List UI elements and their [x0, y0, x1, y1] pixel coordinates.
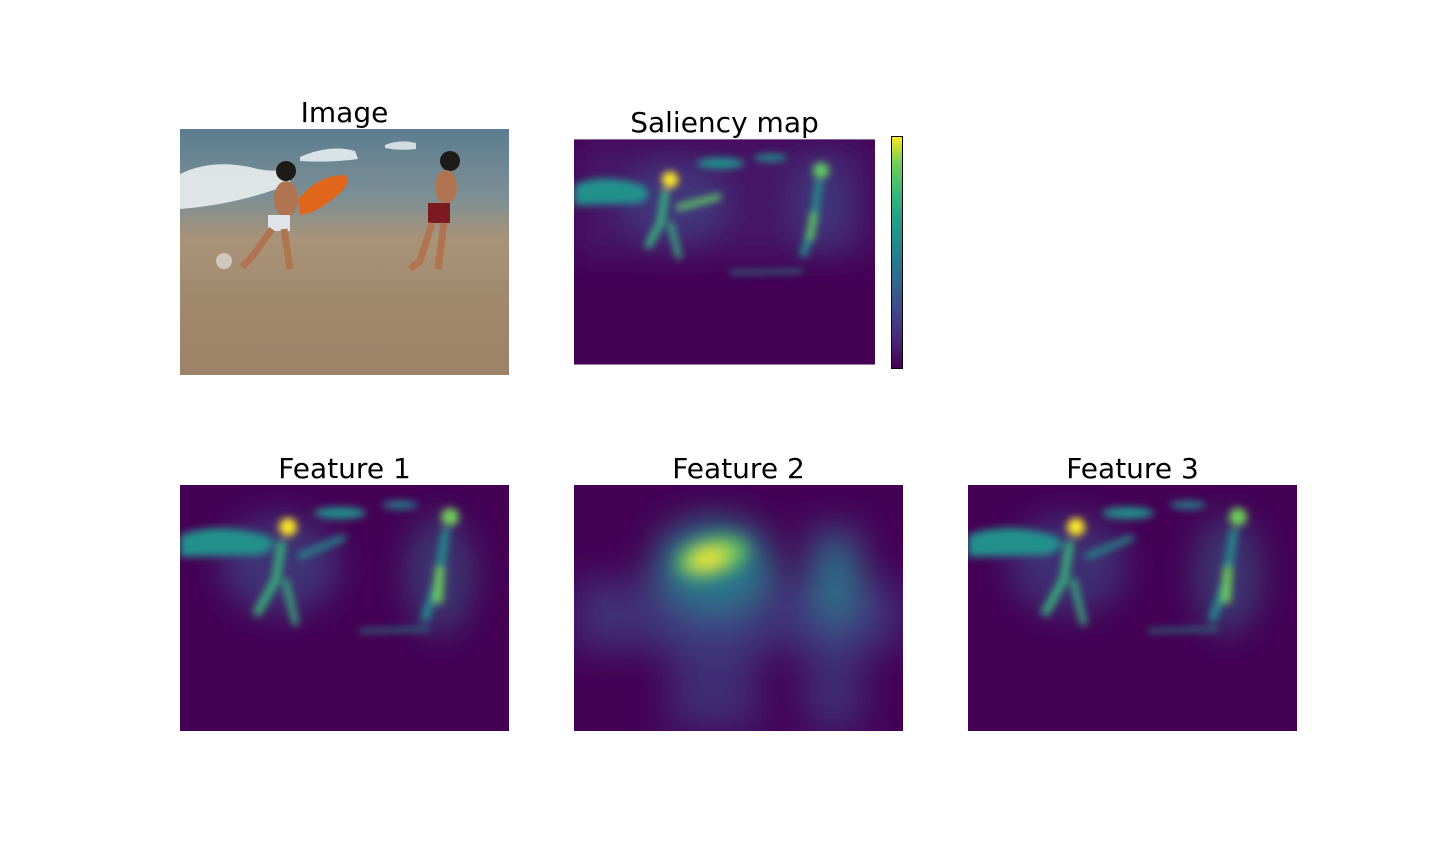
feature3-panel-title: Feature 3 [1066, 452, 1199, 485]
feature2-panel-title: Feature 2 [672, 452, 805, 485]
saliency-panel-title: Saliency map [630, 106, 819, 139]
feature1-panel-title: Feature 1 [278, 452, 411, 485]
feature3-heatmap [968, 485, 1297, 731]
image-panel-title: Image [300, 96, 389, 129]
saliency-heatmap [574, 139, 875, 365]
saliency-colorbar [891, 136, 903, 369]
beach-photo [180, 129, 509, 375]
feature2-heatmap [574, 485, 903, 731]
feature1-heatmap [180, 485, 509, 731]
